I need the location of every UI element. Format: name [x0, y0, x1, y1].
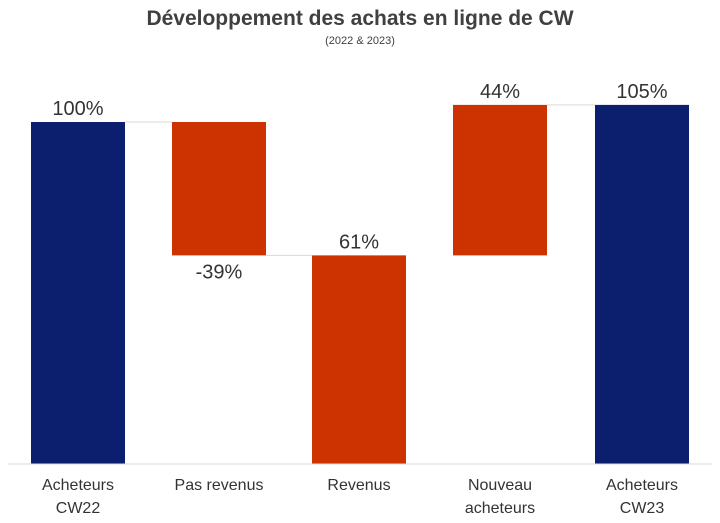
bar — [31, 122, 125, 464]
category-label: Acheteurs — [42, 477, 114, 494]
bar — [453, 104, 547, 256]
chart-subtitle: (2022 & 2023) — [325, 35, 395, 47]
bar — [172, 122, 266, 256]
bar — [595, 104, 689, 465]
bar — [312, 255, 406, 464]
data-label: 100% — [52, 98, 103, 120]
category-label: Revenus — [327, 477, 390, 494]
category-label: CW23 — [620, 500, 665, 517]
category-label: acheteurs — [465, 500, 535, 517]
data-label: 105% — [616, 81, 667, 103]
category-label: Nouveau — [468, 477, 532, 494]
data-label: -39% — [196, 261, 243, 283]
category-label: Pas revenus — [175, 477, 264, 494]
data-label: 61% — [339, 231, 379, 253]
category-label: Acheteurs — [606, 477, 678, 494]
chart-title: Développement des achats en ligne de CW — [146, 7, 574, 30]
category-label: CW22 — [56, 500, 101, 517]
data-label: 44% — [480, 81, 520, 103]
